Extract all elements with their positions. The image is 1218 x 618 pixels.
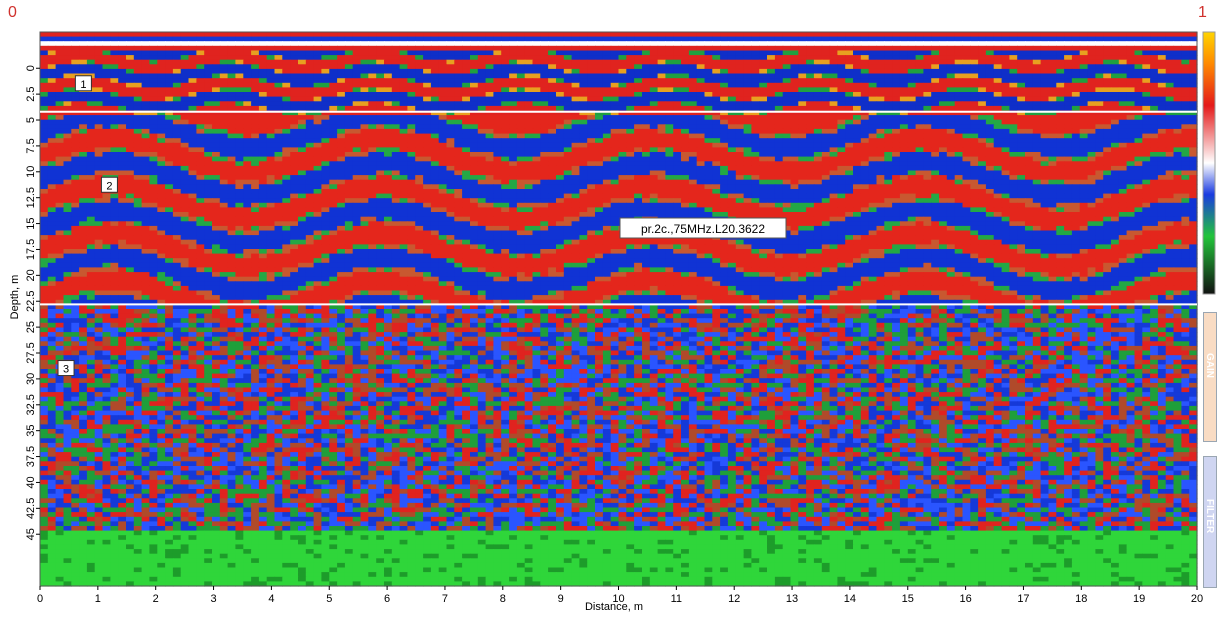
x-axis-label: Distance, m — [585, 601, 643, 613]
filter-label: FILTER — [1204, 499, 1215, 534]
plot-area — [39, 31, 1198, 587]
heatmap-cells — [40, 32, 1198, 587]
x-tick-label: 9 — [558, 593, 564, 605]
y-tick-label: 30 — [25, 373, 37, 385]
x-tick-label: 8 — [500, 593, 506, 605]
x-tick-label: 18 — [1075, 593, 1087, 605]
x-tick-label: 4 — [268, 593, 274, 605]
color-scale-bar — [1202, 31, 1216, 295]
x-tick-label: 12 — [728, 593, 740, 605]
x-tick-label: 2 — [153, 593, 159, 605]
y-tick-label: 10 — [25, 166, 37, 178]
gain-label: GAIN — [1204, 353, 1215, 378]
y-tick-label: 0 — [25, 65, 37, 71]
x-tick-label: 7 — [442, 593, 448, 605]
y-tick-label: 7.5 — [25, 138, 37, 153]
x-tick-label: 3 — [210, 593, 216, 605]
y-tick-label: 25 — [25, 321, 37, 333]
y-tick-label: 37.5 — [25, 446, 37, 467]
x-tick-label: 5 — [326, 593, 332, 605]
y-tick-label: 2.5 — [25, 86, 37, 101]
x-tick-label: 0 — [37, 593, 43, 605]
layer-labels: 1 2 3 — [57, 75, 118, 377]
x-axis: 0 1 2 3 4 5 6 7 8 9 10 11 12 13 14 15 16 17 18 19 20 — [37, 586, 1203, 605]
layer-label-text: 3 — [63, 364, 69, 376]
x-tick-label: 10 — [612, 593, 624, 605]
x-tick-label: 6 — [384, 593, 390, 605]
y-tick-label: 42.5 — [25, 498, 37, 519]
x-tick-label: 13 — [786, 593, 798, 605]
x-tick-label: 1 — [95, 593, 101, 605]
gain-panel[interactable]: GAIN — [1203, 312, 1217, 442]
y-axis: 0 2.5 5 7.5 10 12.5 15 17.5 20 22.5 25 27.5 30 32.5 35… — [25, 65, 40, 540]
title-box: pr.2c.,75MHz.L20.3622 — [619, 217, 787, 239]
x-tick-label: 15 — [902, 593, 914, 605]
y-tick-label: 17.5 — [25, 239, 37, 260]
y-tick-label: 15 — [25, 217, 37, 229]
y-tick-label: 20 — [25, 269, 37, 281]
x-tick-label: 19 — [1133, 593, 1145, 605]
layer-label-3: 3 — [57, 360, 75, 377]
filter-panel[interactable]: FILTER — [1203, 456, 1217, 588]
x-tick-label: 20 — [1191, 593, 1203, 605]
x-tick-label: 16 — [959, 593, 971, 605]
y-tick-label: 45 — [25, 528, 37, 540]
layer-label-text: 2 — [106, 180, 112, 192]
boundaries — [40, 110, 1197, 306]
y-tick-label: 35 — [25, 425, 37, 437]
layer-label-1: 1 — [74, 75, 92, 92]
right-scale-marker: 1 — [1198, 4, 1207, 21]
chart-title: pr.2c.,75MHz.L20.3622 — [641, 222, 765, 236]
y-tick-label: 27.5 — [25, 342, 37, 363]
layer-label-2: 2 — [100, 176, 118, 193]
y-tick-label: 12.5 — [25, 187, 37, 208]
x-tick-label: 14 — [844, 593, 856, 605]
y-tick-label: 5 — [25, 117, 37, 123]
y-tick-label: 40 — [25, 476, 37, 488]
y-tick-label: 32.5 — [25, 394, 37, 415]
layer-label-text: 1 — [80, 79, 86, 91]
y-axis-label: Depth, m — [9, 275, 21, 320]
left-scale-marker: 0 — [8, 4, 17, 21]
y-tick-label: 22.5 — [25, 291, 37, 312]
x-tick-label: 11 — [671, 593, 682, 605]
x-tick-label: 17 — [1017, 593, 1029, 605]
